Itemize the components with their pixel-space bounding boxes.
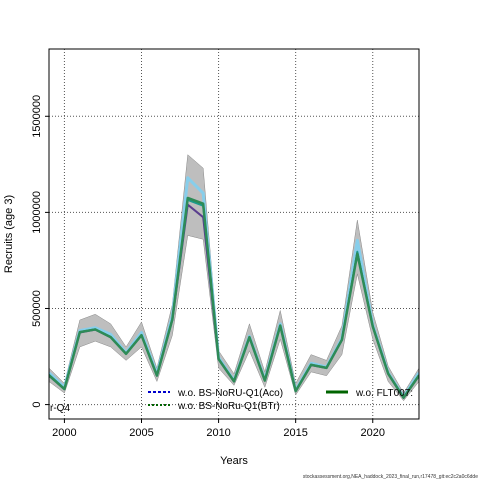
series-lines bbox=[49, 176, 419, 399]
x-tick-label: 2015 bbox=[283, 427, 307, 439]
x-axis-label: Years bbox=[220, 455, 248, 467]
x-tick-label: 2010 bbox=[206, 427, 230, 439]
legend: r-Q4 w.o. BS-NoRU-Q1(Aco) w.o. BS-NoRu-Q1… bbox=[50, 388, 413, 414]
footer-credit: stockassessment.org,NEA_haddock_2023_fin… bbox=[303, 474, 478, 480]
x-tick-label: 2020 bbox=[361, 427, 385, 439]
confidence-band bbox=[49, 154, 419, 402]
x-tick-label: 2000 bbox=[52, 427, 76, 439]
y-axis-label: Recruits (age 3) bbox=[3, 195, 15, 273]
legend-label: w.o. BS-NoRU-Q1(Aco) bbox=[177, 388, 283, 399]
y-tick-label: 500000 bbox=[31, 290, 43, 327]
plot-background bbox=[49, 49, 419, 419]
legend-label: w.o. BS-NoRu-Q1(BTr) bbox=[177, 401, 280, 412]
legend-label: w.o. FLT007: bbox=[355, 388, 413, 399]
y-tick-label: 1500000 bbox=[31, 95, 43, 138]
y-axis-ticks: 0 500000 1000000 1500000 bbox=[31, 95, 49, 408]
y-tick-label: 1000000 bbox=[31, 191, 43, 234]
legend-left-fragment: r-Q4 bbox=[50, 403, 70, 414]
plot-frame bbox=[48, 48, 420, 420]
series-line-4 bbox=[49, 196, 419, 399]
y-tick-label: 0 bbox=[31, 402, 43, 408]
confidence-band-area bbox=[49, 154, 419, 402]
x-tick-label: 2005 bbox=[129, 427, 153, 439]
x-axis-ticks: 2000 2005 2010 2015 2020 bbox=[52, 419, 385, 439]
